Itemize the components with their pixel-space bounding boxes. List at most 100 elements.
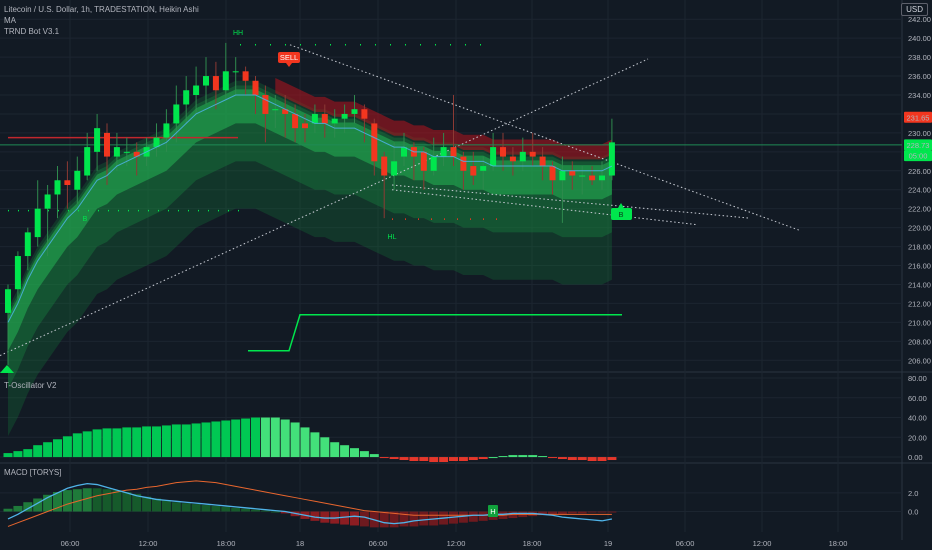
y-tick-label: 240.00	[908, 34, 931, 43]
candle-body	[173, 104, 180, 124]
candle-body	[14, 256, 21, 290]
x-tick-label: 18:00	[523, 539, 542, 548]
oscillator-bar	[350, 448, 359, 458]
macd-histogram-bar	[241, 508, 251, 512]
y-tick-label: 226.00	[908, 167, 931, 176]
candle-body	[569, 170, 576, 176]
y-tick-label: 214.00	[908, 280, 931, 289]
macd-histogram-bar	[340, 511, 350, 525]
oscillator-bar	[23, 449, 33, 458]
candle-body	[74, 170, 81, 190]
oscillator-bar	[112, 428, 122, 458]
candle-body	[391, 161, 398, 176]
macd-histogram-bar	[577, 511, 587, 514]
candle-body	[529, 151, 536, 157]
candle-body	[509, 156, 516, 162]
macd-histogram-bar	[92, 488, 102, 512]
oscillator-bar	[607, 457, 617, 461]
currency-button[interactable]: USD	[901, 3, 928, 16]
macd-histogram-bar	[211, 505, 221, 512]
candle-body	[589, 175, 596, 181]
oscillator-bar	[191, 423, 201, 458]
oscillator-bar	[597, 457, 607, 462]
oscillator-bar	[62, 436, 72, 458]
oscillator-legend[interactable]: T-Oscillator V2	[4, 381, 57, 390]
y-tick-label: 242.00	[908, 15, 931, 24]
macd-tick-label: 2.0	[908, 489, 918, 498]
oscillator-bar	[142, 426, 152, 458]
buy-label: B	[618, 210, 623, 219]
macd-histogram-bar	[409, 511, 419, 527]
macd-histogram-bar	[132, 493, 142, 512]
oscillator-bar	[270, 417, 280, 458]
oscillator-bar	[201, 422, 211, 458]
candle-body	[113, 147, 120, 157]
candle-body	[450, 147, 457, 157]
buy-pointer	[618, 203, 624, 208]
candle-body	[222, 71, 229, 91]
y-tick-label: 208.00	[908, 337, 931, 346]
oscillator-bar	[419, 457, 429, 462]
oscillator-pane[interactable]	[3, 417, 617, 462]
oscillator-bar	[379, 457, 389, 459]
y-tick-label: 212.00	[908, 299, 931, 308]
candle-body	[282, 109, 289, 114]
candle-body	[242, 71, 249, 81]
macd-line	[7, 482, 613, 525]
symbol-legend[interactable]: Litecoin / U.S. Dollar, 1h, TRADESTATION…	[4, 5, 199, 14]
oscillator-bar	[320, 437, 330, 458]
ma-legend[interactable]: MA	[4, 16, 16, 25]
macd-histogram-bar	[23, 502, 33, 512]
candle-body	[163, 123, 170, 138]
y-tick-label: 230.00	[908, 129, 931, 138]
candle-body	[193, 85, 200, 95]
oscillator-bar	[300, 427, 310, 458]
sell-pointer	[286, 63, 292, 67]
macd-histogram-bar	[320, 511, 330, 523]
x-tick-label: 06:00	[369, 539, 388, 548]
osc-tick-label: 60.00	[908, 394, 927, 403]
macd-histogram-bar	[142, 496, 152, 512]
oscillator-bar	[429, 457, 439, 462]
oscillator-bar	[43, 442, 53, 458]
candle-body	[232, 71, 239, 73]
candle-body	[54, 180, 61, 195]
macd-histogram-bar	[478, 511, 488, 521]
candle-body	[549, 166, 556, 181]
candle-body	[579, 175, 586, 177]
resistance-trendline	[289, 44, 801, 231]
macd-histogram-bar	[251, 509, 260, 512]
oscillator-bar	[33, 445, 43, 458]
macd-histogram-bar	[13, 505, 23, 512]
oscillator-bar	[330, 442, 340, 458]
candle-body	[133, 151, 140, 157]
macd-legend[interactable]: MACD [TORYS]	[4, 468, 62, 477]
macd-histogram-bar	[53, 491, 62, 512]
bottom-buy-marker	[0, 365, 14, 373]
macd-tick-label: 0.0	[908, 508, 918, 517]
candle-body	[500, 147, 506, 157]
buy-marker-label: B	[83, 216, 88, 223]
oscillator-bar	[171, 424, 181, 458]
candle-body	[599, 175, 605, 181]
x-tick-label: 12:00	[447, 539, 466, 548]
macd-histogram-bar	[587, 511, 597, 513]
oscillator-bar	[221, 420, 231, 458]
price-pane[interactable]	[0, 42, 902, 437]
cloud-inner	[8, 89, 612, 351]
candle-body	[44, 194, 51, 209]
bot-legend[interactable]: TRND Bot V3.1	[4, 27, 60, 36]
oscillator-bar	[458, 457, 468, 462]
oscillator-bar	[231, 419, 241, 458]
price-label-box	[904, 150, 932, 162]
macd-histogram-bar	[607, 511, 617, 513]
oscillator-bar	[399, 457, 409, 461]
macd-pane[interactable]	[3, 480, 617, 528]
macd-histogram-bar	[82, 488, 92, 512]
candle-body	[183, 90, 190, 105]
oscillator-bar	[409, 457, 419, 462]
macd-histogram-bar	[270, 511, 280, 513]
price-label-text: 231.65	[907, 113, 930, 122]
candle-body	[608, 142, 615, 176]
